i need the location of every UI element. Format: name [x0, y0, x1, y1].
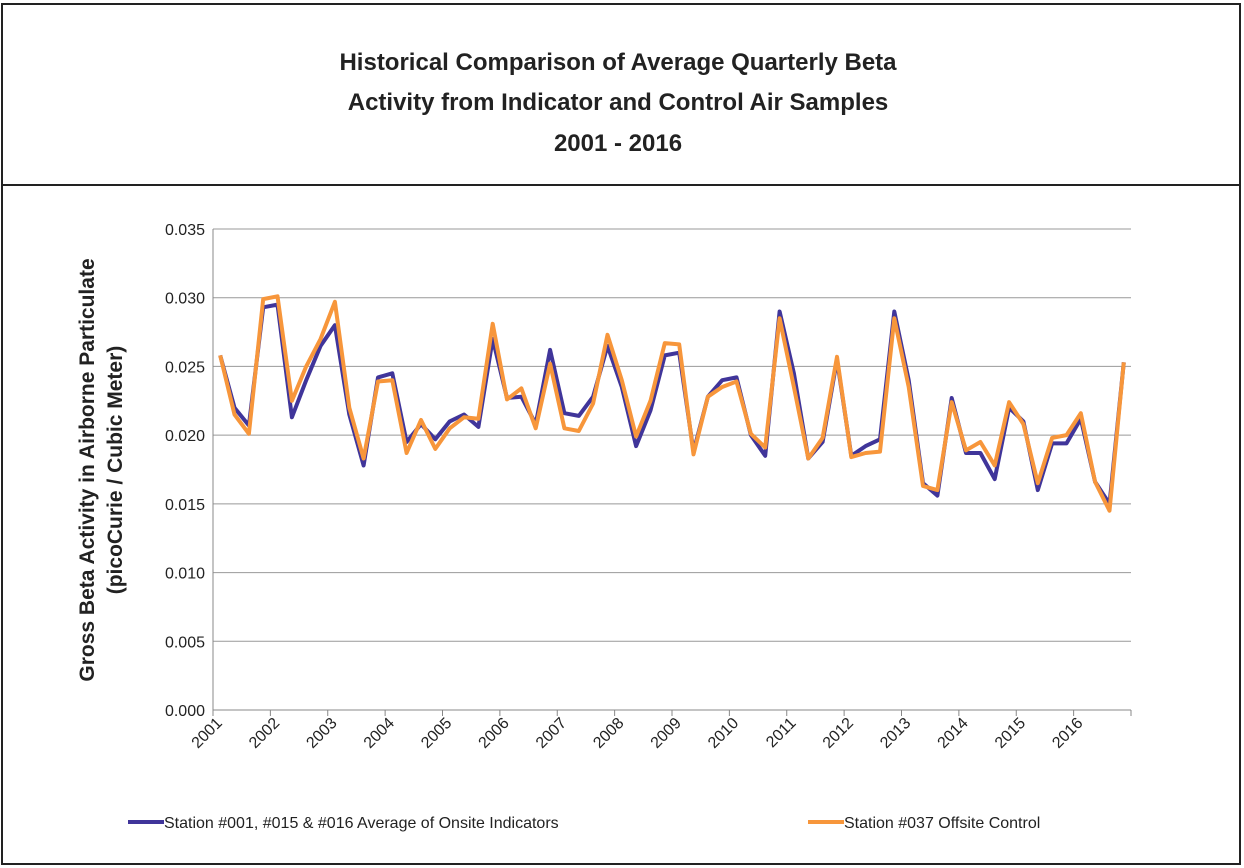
chart-title: Historical Comparison of Average Quarter… [339, 49, 897, 76]
series-line [218, 302, 1126, 506]
x-tick-label: 2007 [533, 715, 570, 752]
y-tick-label: 0.035 [165, 222, 205, 239]
y-axis-label: Gross Beta Activity in Airborne Particul… [76, 258, 99, 681]
x-tick-label: 2005 [418, 715, 455, 752]
x-tick-label: 2006 [476, 715, 513, 752]
frame [1, 3, 1241, 865]
x-tick-label: 2014 [935, 715, 972, 752]
y-tick-label: 0.005 [165, 634, 205, 651]
y-tick-label: 0.020 [165, 428, 205, 445]
x-tick-label: 2015 [992, 715, 1029, 752]
x-tick-label: 2010 [705, 715, 742, 752]
y-tick-label: 0.000 [165, 703, 205, 720]
x-tick-label: 2009 [648, 715, 685, 752]
legend-label: Station #001, #015 & #016 Average of Ons… [164, 815, 559, 832]
legend-label: Station #037 Offsite Control [844, 815, 1040, 832]
y-tick-label: 0.010 [165, 566, 205, 583]
y-tick-label: 0.030 [165, 291, 205, 308]
y-tick-label: 0.025 [165, 359, 205, 376]
x-tick-label: 2012 [820, 715, 857, 752]
x-tick-label: 2004 [361, 715, 398, 752]
chart-title: Activity from Indicator and Control Air … [348, 89, 889, 116]
x-tick-label: 2003 [303, 715, 340, 752]
x-tick-label: 2001 [189, 715, 226, 752]
series-line [218, 294, 1126, 513]
x-tick-label: 2016 [1049, 715, 1086, 752]
y-axis-label: (picoCurie / Cubic Meter) [104, 346, 127, 595]
chart-title: 2001 - 2016 [554, 130, 682, 157]
x-tick-label: 2013 [877, 715, 914, 752]
y-tick-label: 0.015 [165, 497, 205, 514]
x-tick-label: 2002 [246, 715, 283, 752]
x-tick-label: 2011 [763, 715, 799, 751]
x-tick-label: 2008 [590, 715, 627, 752]
